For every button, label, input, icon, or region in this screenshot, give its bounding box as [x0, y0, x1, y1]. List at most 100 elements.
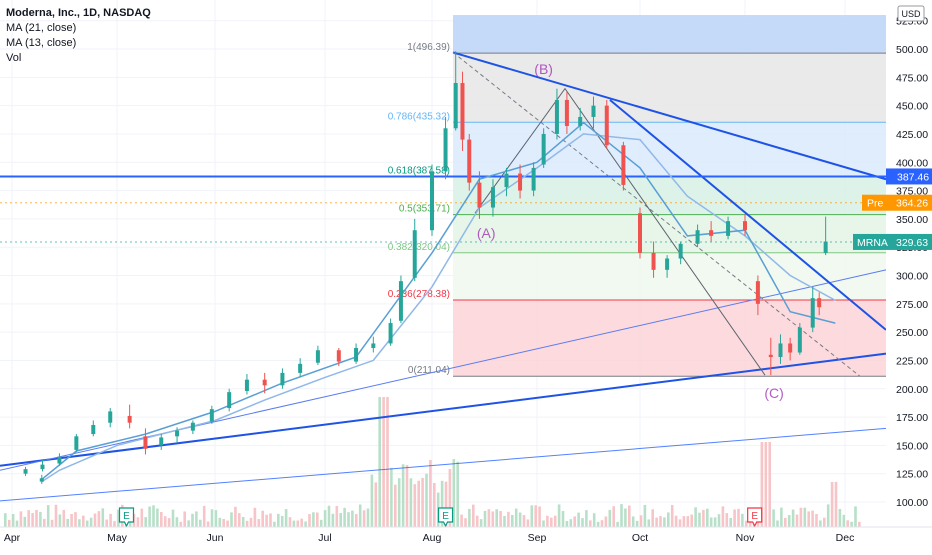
candle-body: [280, 372, 285, 386]
candle-body: [190, 422, 195, 431]
volume-bar: [717, 514, 721, 527]
volume-bar: [97, 511, 101, 527]
candle-body: [244, 379, 249, 392]
volume-bar: [195, 511, 198, 527]
volume-bar: [694, 507, 697, 527]
volume-bar: [261, 510, 264, 527]
x-tick-label: May: [107, 532, 128, 544]
volume-bar: [292, 520, 296, 527]
candle-body: [477, 182, 482, 208]
candle-body: [695, 230, 700, 244]
volume-bar: [725, 513, 729, 527]
candle-body: [531, 167, 536, 191]
volume-bar: [43, 518, 46, 527]
candle-body: [315, 350, 320, 363]
candle-body: [621, 145, 626, 185]
volume-bar: [93, 513, 97, 527]
volume-bar: [850, 521, 853, 527]
volume-bar: [667, 512, 670, 527]
volume-bar: [511, 514, 514, 527]
volume-bar: [222, 518, 225, 527]
volume-bar: [144, 517, 147, 527]
candle-body: [354, 347, 359, 362]
currency-label: USD: [901, 9, 921, 19]
volume-bar: [659, 516, 662, 527]
candle-body: [412, 230, 417, 278]
volume-bar: [378, 397, 381, 527]
volume-bar: [386, 397, 389, 527]
candle-body: [726, 221, 731, 236]
fib-level-label: 0.786(435.32): [388, 111, 450, 122]
volume-bar: [433, 483, 436, 527]
volume-bar: [210, 509, 214, 527]
volume-bar: [66, 518, 69, 527]
volume-bar: [709, 517, 713, 527]
volume-bar: [475, 515, 479, 527]
volume-bar: [136, 517, 140, 527]
volume-bar: [265, 514, 268, 527]
volume-bar: [468, 508, 471, 527]
volume-bar: [842, 514, 846, 527]
volume-bar: [706, 508, 709, 527]
volume-bar: [612, 506, 615, 527]
candle-body: [823, 241, 828, 253]
y-tick-label: 500.00: [896, 44, 928, 56]
candle-body: [788, 343, 793, 353]
volume-bar: [401, 464, 405, 527]
volume-bar: [585, 510, 588, 527]
volume-bar: [15, 520, 19, 527]
volume-bar: [11, 514, 15, 527]
volume-bar: [507, 511, 510, 527]
last-price-tag-symbol: MRNA: [857, 237, 888, 249]
volume-bar: [374, 482, 378, 527]
candle-body: [453, 82, 458, 129]
x-tick-label: Jun: [207, 532, 224, 544]
y-tick-label: 400.00: [896, 157, 928, 169]
volume-bar: [460, 514, 463, 527]
candle-body: [209, 409, 214, 422]
candle-body: [755, 281, 760, 304]
volume-bar: [105, 519, 108, 527]
volume-bar: [245, 520, 249, 527]
volume-bar: [589, 520, 592, 527]
candle-body: [665, 258, 670, 270]
price-axis-bg: [886, 0, 932, 550]
candle-body: [443, 128, 448, 172]
volume-bar: [655, 517, 658, 527]
volume-bar: [152, 505, 155, 527]
volume-bar: [277, 513, 280, 527]
earnings-marker: [118, 507, 135, 528]
volume-bar: [230, 512, 233, 527]
candle-body: [651, 252, 656, 270]
volume-bar: [280, 515, 284, 527]
candle-body: [541, 133, 546, 165]
volume-bar: [241, 516, 245, 527]
candle-body: [40, 464, 45, 470]
volume-bar: [46, 505, 50, 527]
volume-bar: [390, 467, 393, 527]
volume-bar: [815, 513, 818, 527]
candle-body: [604, 105, 609, 146]
volume-bar: [183, 511, 186, 527]
volume-bar: [542, 520, 545, 527]
candle-body: [39, 478, 44, 482]
candle-body: [74, 436, 79, 450]
volume-bar: [635, 520, 639, 527]
volume-bar: [31, 513, 34, 527]
volume-bar: [421, 477, 424, 527]
y-tick-label: 125.00: [896, 469, 928, 481]
candle-body: [57, 456, 62, 464]
volume-bar: [479, 519, 483, 527]
volume-bar: [58, 514, 62, 527]
volume-bar: [550, 517, 553, 527]
volume-bar: [160, 512, 163, 527]
horizontal-level-tag-label: 387.46: [897, 171, 929, 183]
volume-bar: [760, 442, 764, 527]
volume-bar: [163, 516, 167, 527]
volume-bar: [514, 508, 518, 527]
candle-body: [518, 173, 523, 191]
volume-bar: [674, 515, 678, 527]
candle-body: [743, 221, 747, 231]
